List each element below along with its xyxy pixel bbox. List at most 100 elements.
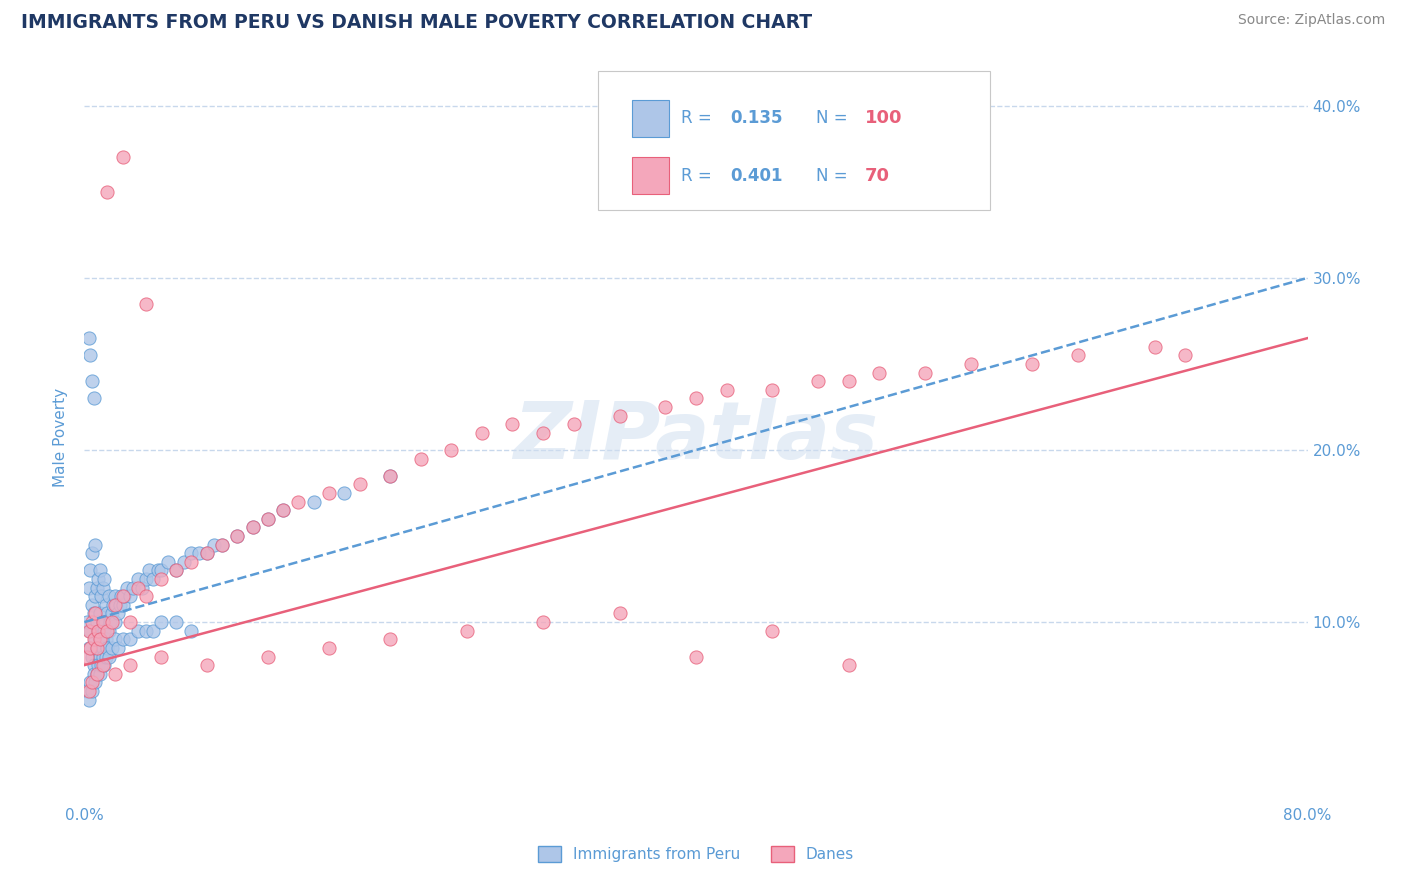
Point (226, 529, 249, 543)
Point (80, 546, 103, 560)
Point (111, 598, 134, 612)
Point (149, 564, 172, 578)
Point (127, 581, 149, 595)
Point (86, 640, 108, 655)
Point (146, 564, 169, 578)
Point (91, 581, 114, 595)
Point (838, 658, 860, 673)
Point (90, 632, 112, 647)
Point (86, 666, 108, 681)
Point (77, 692, 100, 706)
Point (89, 607, 111, 621)
Point (79, 564, 101, 578)
Point (83, 666, 105, 681)
Point (79, 675, 101, 690)
Point (86, 581, 108, 595)
Point (471, 425, 494, 440)
Point (77, 581, 100, 595)
Text: R =: R = (682, 110, 717, 128)
Point (89, 649, 111, 664)
Point (165, 615, 187, 629)
Point (869, 366, 891, 380)
Point (83, 392, 105, 406)
Point (115, 581, 138, 595)
Point (685, 649, 707, 664)
Point (807, 374, 830, 388)
Point (79, 348, 101, 362)
Text: N =: N = (815, 110, 852, 128)
Point (84, 675, 107, 690)
Point (135, 589, 157, 603)
Text: ZIPatlas: ZIPatlas (513, 398, 879, 476)
Point (107, 640, 129, 655)
Y-axis label: Male Poverty: Male Poverty (53, 387, 69, 487)
Point (97, 649, 120, 664)
Text: 100: 100 (865, 110, 903, 128)
Point (76, 684, 98, 698)
Point (761, 383, 783, 397)
Point (135, 296, 157, 310)
Point (502, 417, 524, 432)
Point (80, 598, 103, 612)
Point (173, 555, 195, 569)
Point (96, 640, 118, 655)
Point (84, 589, 107, 603)
Point (685, 392, 707, 406)
Point (91, 615, 114, 629)
Point (93, 624, 115, 638)
Point (211, 538, 233, 552)
Point (107, 607, 129, 621)
Point (127, 572, 149, 586)
Point (90, 658, 112, 673)
Point (120, 589, 142, 603)
Point (111, 150, 134, 164)
Point (195, 546, 218, 560)
Point (87, 572, 110, 586)
Point (86, 615, 108, 629)
Point (111, 589, 134, 603)
Point (409, 451, 432, 466)
Point (531, 425, 554, 440)
Point (86, 666, 108, 681)
Point (89, 632, 111, 647)
Point (91, 649, 114, 664)
Point (1143, 340, 1166, 354)
Point (96, 607, 118, 621)
Point (97, 589, 120, 603)
Point (104, 632, 127, 647)
Point (242, 520, 264, 534)
Point (838, 374, 860, 388)
Point (94, 649, 117, 664)
Text: IMMIGRANTS FROM PERU VS DANISH MALE POVERTY CORRELATION CHART: IMMIGRANTS FROM PERU VS DANISH MALE POVE… (21, 13, 813, 32)
Point (86, 640, 108, 655)
Point (180, 546, 202, 560)
Point (79, 640, 101, 655)
Point (609, 409, 631, 423)
Point (440, 442, 463, 457)
Text: 0.401: 0.401 (730, 167, 783, 185)
Point (135, 624, 157, 638)
Point (104, 589, 127, 603)
Point (318, 486, 340, 500)
Point (98, 615, 121, 629)
Point (1021, 357, 1043, 371)
Point (87, 624, 110, 638)
Point (211, 538, 233, 552)
Point (80, 675, 103, 690)
Point (257, 512, 280, 526)
Point (97, 624, 120, 638)
Point (77, 624, 100, 638)
Point (84, 607, 107, 621)
FancyBboxPatch shape (633, 100, 669, 136)
Point (138, 564, 160, 578)
Point (914, 366, 936, 380)
Point (318, 640, 340, 655)
Point (157, 555, 180, 569)
Point (333, 486, 356, 500)
Point (83, 607, 105, 621)
Point (101, 607, 124, 621)
Point (110, 589, 132, 603)
Point (84, 538, 107, 552)
Point (180, 624, 202, 638)
Point (91, 640, 114, 655)
